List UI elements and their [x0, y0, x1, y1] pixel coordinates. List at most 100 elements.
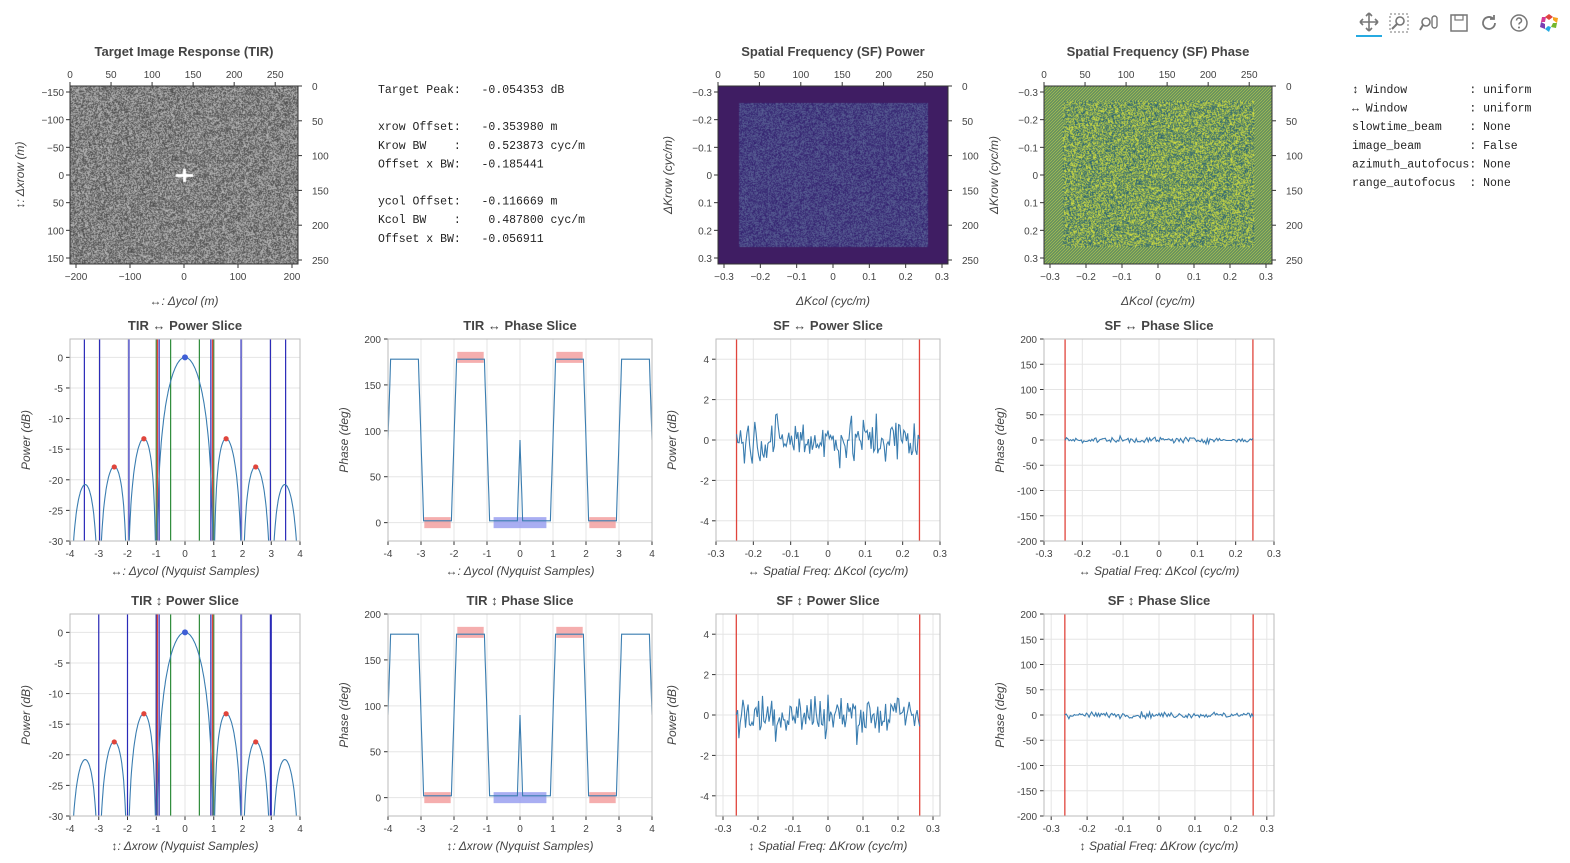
image-panel-sfpow: Spatial Frequency (SF) Power −0.3 −0.2 −0.1… [661, 44, 979, 308]
y-tick-label: 200 [1020, 610, 1037, 621]
tick-label: 0.1 [1024, 199, 1038, 210]
box-zoom-tool[interactable] [1386, 10, 1412, 36]
x-tick-label: 0 [825, 549, 831, 560]
tick-label: 0.1 [698, 199, 712, 210]
x-axis-label: ↔: Δycol (m) [150, 294, 219, 308]
x-tick-label: 1 [550, 549, 556, 560]
x-tick-label: -0.1 [784, 824, 802, 835]
sidelobe-point [253, 739, 259, 745]
reset-icon [1482, 15, 1496, 30]
tick-label: 0.2 [899, 272, 913, 283]
data-series-line [735, 694, 921, 745]
x-tick-label: -2 [123, 824, 132, 835]
red-patch [556, 626, 583, 638]
tick-label: −0.2 [1018, 116, 1038, 127]
wheel-zoom-tool[interactable] [1416, 10, 1442, 36]
x-tick-label: -3 [94, 549, 103, 560]
plot-area[interactable] [70, 614, 300, 822]
help-tool[interactable] [1506, 10, 1532, 36]
peak-point [182, 629, 188, 636]
data-series-line [1064, 434, 1254, 446]
x-tick-label: 0.2 [891, 824, 905, 835]
chart-tir-h-power: TIR ↔ Power Slice-4 -3 -2 -1 0 1 2 3 40-5-10-15-… [19, 318, 303, 578]
tick-label: 50 [754, 70, 766, 81]
y-tick-label: 100 [1020, 661, 1037, 672]
x-tick-label: -0.2 [1079, 824, 1097, 835]
plot-area[interactable] [388, 351, 652, 529]
tick-label: 0.2 [698, 226, 712, 237]
tick-label: −0.1 [1112, 272, 1132, 283]
pan-icon [1359, 12, 1379, 32]
x-tick-label: 3 [616, 824, 622, 835]
chart-sf-h-power: SF ↔ Power Slice -0.3 -0.2 -0.1 0 0.1 0.2 0.3 4 2… [665, 318, 947, 578]
plot-area[interactable] [70, 339, 300, 547]
tick-label: 100 [312, 152, 329, 163]
tick-label: 0.2 [1223, 272, 1237, 283]
chart-title: TIR ↔ Power Slice [128, 318, 242, 333]
tick-label: 150 [312, 186, 329, 197]
red-patch [424, 517, 451, 529]
plot-frame [715, 613, 941, 817]
plot-area[interactable] [735, 339, 921, 541]
y-tick-label: 2 [703, 396, 709, 407]
x-tick-label: 0.3 [1267, 549, 1281, 560]
x-tick-label: 4 [297, 824, 303, 835]
tick-label: 150 [1286, 186, 1303, 197]
x-tick-label: -2 [450, 549, 459, 560]
x-tick-label: -1 [152, 824, 161, 835]
x-tick-label: 0 [1156, 549, 1162, 560]
tick-label: 0 [1286, 82, 1292, 93]
reset-tool[interactable] [1476, 10, 1502, 36]
y-tick-label: 200 [364, 335, 381, 346]
x-tick-label: 3 [268, 824, 274, 835]
red-patch [556, 351, 583, 363]
tick-label: 0.3 [1024, 254, 1038, 265]
y-tick-label: -30 [49, 537, 64, 548]
y-tick-label: 100 [364, 702, 381, 713]
tick-label: −0.1 [1018, 143, 1038, 154]
y-tick-label: 0 [703, 436, 709, 447]
red-patch [589, 517, 616, 529]
plot-area[interactable] [1064, 614, 1254, 816]
plot-area[interactable] [388, 626, 652, 804]
pan-tool[interactable] [1356, 9, 1382, 37]
y-tick-label: -5 [54, 659, 63, 670]
y-tick-label: -25 [49, 781, 64, 792]
x-tick-label: 1 [211, 824, 217, 835]
image-raster[interactable] [1044, 86, 1272, 264]
y-axis-label: ΔKrow (cyc/m) [661, 136, 675, 215]
x-tick-label: -3 [417, 549, 426, 560]
plot-frame [69, 613, 301, 817]
tick-label: −0.3 [1040, 272, 1060, 283]
tick-label: 150 [834, 70, 851, 81]
plot-area[interactable] [735, 614, 921, 816]
x-axis-label: ↔: Δycol (Nyquist Samples) [111, 564, 260, 578]
y-tick-label: -15 [49, 445, 64, 456]
y-tick-label: 100 [364, 427, 381, 438]
sidelobe-point [223, 436, 229, 442]
save-tool[interactable] [1446, 10, 1472, 36]
x-tick-label: 1 [211, 549, 217, 560]
y-axis-label: Power (dB) [665, 410, 679, 470]
x-tick-label: -0.1 [782, 549, 800, 560]
x-tick-label: 4 [649, 549, 655, 560]
y-tick-label: 0 [1031, 436, 1037, 447]
tick-label: 0.3 [935, 272, 949, 283]
plot-area[interactable] [1064, 339, 1254, 541]
image-raster[interactable] [718, 86, 948, 264]
x-tick-label: 0.1 [1188, 824, 1202, 835]
plot-frame [387, 613, 653, 817]
y-tick-label: 2 [703, 671, 709, 682]
tick-label: 0 [58, 171, 64, 182]
settings-line: ↕ Window : uniform [1352, 84, 1532, 97]
tick-label: 150 [962, 186, 979, 197]
bokeh-logo[interactable] [1536, 10, 1562, 36]
image-panel-tir: Target Image Response (TIR) −200 −100 0 100 2… [13, 44, 329, 308]
tick-label: 250 [1286, 256, 1303, 267]
image-raster[interactable] [70, 86, 298, 264]
stats-line: Target Peak: -0.054353 dB [378, 84, 564, 97]
y-axis-label: ↕: Δxrow (m) [13, 142, 27, 209]
x-tick-label: 0 [517, 824, 523, 835]
tick-label: 50 [1079, 70, 1091, 81]
x-tick-label: 0.2 [1224, 824, 1238, 835]
